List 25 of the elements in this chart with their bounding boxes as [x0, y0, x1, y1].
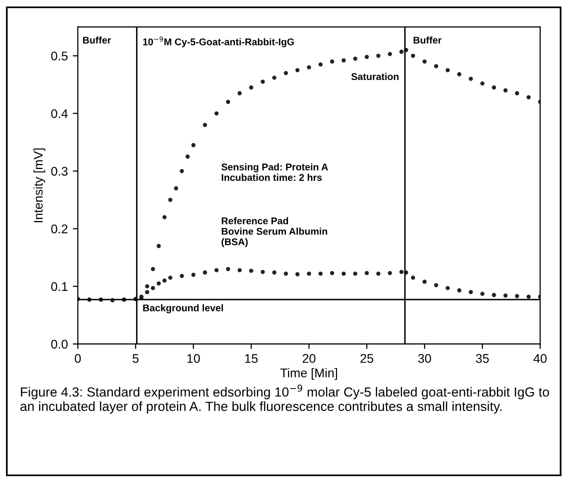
- x-tick-label: 30: [418, 354, 432, 363]
- x-tick-label: 40: [534, 354, 547, 363]
- x-tick-label: 0: [74, 354, 81, 363]
- y-tick-label: 0.1: [51, 282, 68, 291]
- x-tick-label: 15: [245, 354, 258, 363]
- y-tick-label: 0.5: [51, 52, 68, 60]
- y-tick-label: 0.2: [51, 224, 68, 234]
- annotation: Buffer: [414, 36, 442, 44]
- x-tick-label: 10: [187, 354, 200, 363]
- y-tick-label: 0.4: [51, 109, 68, 118]
- annotation: Reference Pad Bovine Serum Albumin (BSA): [222, 217, 328, 248]
- y-axis-title: Intensity [mV]: [34, 148, 46, 222]
- x-tick-label: 25: [360, 354, 374, 363]
- caption: Figure 4.3: Standard experiment edsorbing 10$^{−9}$ molar Cy-5 labeled goat-enti-rabbit IgG to an incubated layer of protein A. The bulk fluorescence contributes a small intensity.: [20, 384, 550, 414]
- annotation: Sensing Pad: Protein A Incubation time: 2 hrs: [221, 163, 328, 181]
- annotation: 10$^{−9}$M Cy-5-Goat-anti-Rabbit-IgG: [143, 36, 294, 48]
- ref-line-label: Background level: [143, 304, 223, 314]
- x-tick-label: 5: [132, 354, 139, 363]
- x-axis-title: Time [Min]: [280, 368, 338, 380]
- annotation: Saturation: [351, 72, 399, 80]
- y-tick-label: 0.0: [51, 340, 68, 349]
- annotation: Buffer: [83, 36, 111, 44]
- x-tick-label: 35: [476, 354, 489, 363]
- y-tick-label: 0.3: [51, 166, 68, 176]
- x-tick-label: 20: [302, 354, 316, 363]
